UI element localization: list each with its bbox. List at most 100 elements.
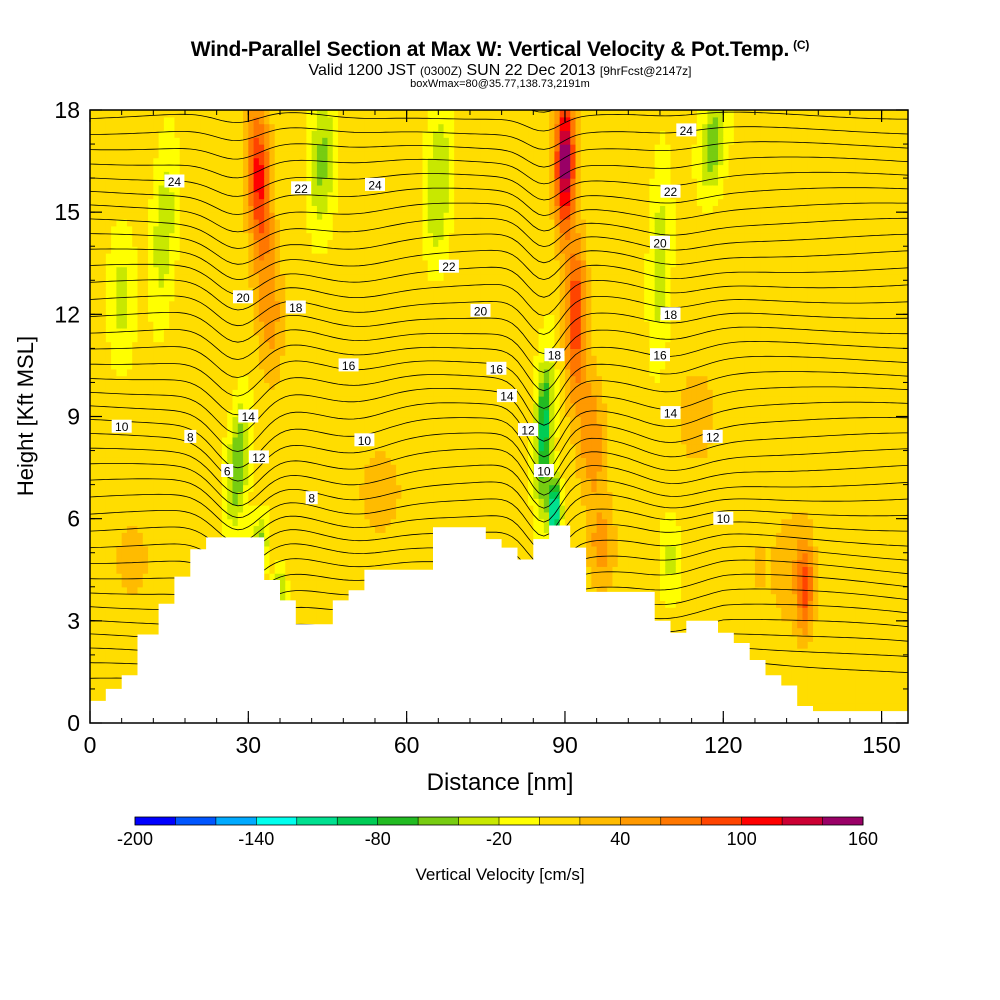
w-cell [332, 184, 339, 193]
w-cell [338, 484, 344, 493]
w-cell [327, 341, 334, 349]
w-cell [327, 362, 334, 370]
w-cell [142, 491, 149, 499]
w-cell [274, 341, 281, 349]
w-cell [158, 368, 165, 377]
w-cell [248, 341, 255, 349]
w-cell [100, 266, 107, 275]
w-cell [206, 273, 212, 281]
w-cell [258, 123, 265, 132]
w-cell [279, 559, 286, 567]
w-cell [126, 382, 133, 390]
w-cell [190, 443, 197, 452]
w-cell [216, 382, 223, 390]
w-cell [221, 525, 228, 533]
w-cell [100, 327, 107, 336]
w-cell [369, 273, 376, 281]
w-cell [322, 579, 329, 588]
w-cell [311, 518, 318, 527]
w-cell [258, 321, 265, 329]
w-cell [163, 566, 170, 574]
w-cell [285, 545, 292, 554]
w-cell [200, 273, 207, 281]
w-cell [322, 300, 329, 309]
w-cell [295, 266, 302, 275]
w-cell [211, 171, 218, 179]
w-cell [95, 491, 102, 499]
w-cell [95, 443, 102, 452]
w-cell [163, 327, 170, 336]
w-cell [353, 409, 360, 418]
w-cell [359, 416, 366, 424]
w-cell [359, 239, 366, 247]
w-cell [264, 416, 271, 424]
w-cell [137, 505, 144, 513]
w-cell [364, 130, 371, 138]
w-cell [227, 341, 234, 349]
w-cell [95, 457, 102, 465]
w-cell [274, 287, 281, 295]
w-cell [364, 362, 371, 370]
w-cell [243, 300, 249, 309]
w-cell [121, 144, 128, 152]
w-cell [348, 566, 355, 574]
w-cell [179, 566, 186, 574]
w-cell [116, 511, 123, 520]
w-cell [116, 110, 123, 118]
w-cell [279, 239, 286, 247]
w-cell [264, 157, 271, 166]
w-cell [137, 436, 144, 445]
w-cell [343, 232, 350, 241]
w-cell [142, 545, 149, 554]
w-cell [295, 423, 302, 431]
w-cell [126, 661, 133, 670]
w-cell [190, 246, 197, 254]
w-cell [353, 266, 360, 275]
w-cell [132, 123, 139, 132]
w-cell [248, 348, 255, 356]
w-cell [121, 280, 128, 288]
w-cell [258, 287, 265, 295]
w-cell [100, 184, 107, 193]
w-cell [353, 573, 360, 581]
w-cell [137, 232, 144, 241]
w-cell [301, 280, 307, 288]
w-cell [216, 266, 223, 275]
w-cell [338, 423, 344, 431]
w-cell [95, 545, 102, 554]
w-cell [158, 239, 165, 247]
w-cell [142, 293, 149, 302]
w-cell [306, 334, 313, 343]
w-cell [163, 321, 170, 329]
w-cell [105, 164, 112, 172]
w-cell [348, 436, 355, 445]
w-cell [148, 586, 154, 595]
w-cell [206, 212, 212, 220]
w-cell [269, 566, 276, 574]
w-cell [184, 212, 191, 220]
w-cell [137, 239, 144, 247]
w-cell [227, 327, 234, 336]
w-cell [163, 334, 170, 343]
w-cell [279, 341, 286, 349]
w-cell [295, 327, 302, 336]
w-cell [174, 518, 181, 527]
w-cell [269, 273, 276, 281]
w-cell [322, 525, 329, 533]
w-cell [105, 443, 112, 452]
w-cell [295, 518, 302, 527]
w-cell [295, 280, 302, 288]
w-cell [174, 239, 181, 247]
w-cell [148, 314, 154, 322]
w-cell [179, 552, 186, 561]
w-cell [322, 409, 329, 418]
w-cell [253, 396, 260, 404]
w-cell [327, 171, 334, 179]
w-cell [353, 341, 360, 349]
w-cell [374, 218, 381, 227]
w-cell [332, 593, 339, 601]
w-cell [348, 579, 355, 588]
w-cell [369, 137, 376, 145]
w-cell [316, 450, 323, 458]
w-cell [90, 164, 96, 172]
